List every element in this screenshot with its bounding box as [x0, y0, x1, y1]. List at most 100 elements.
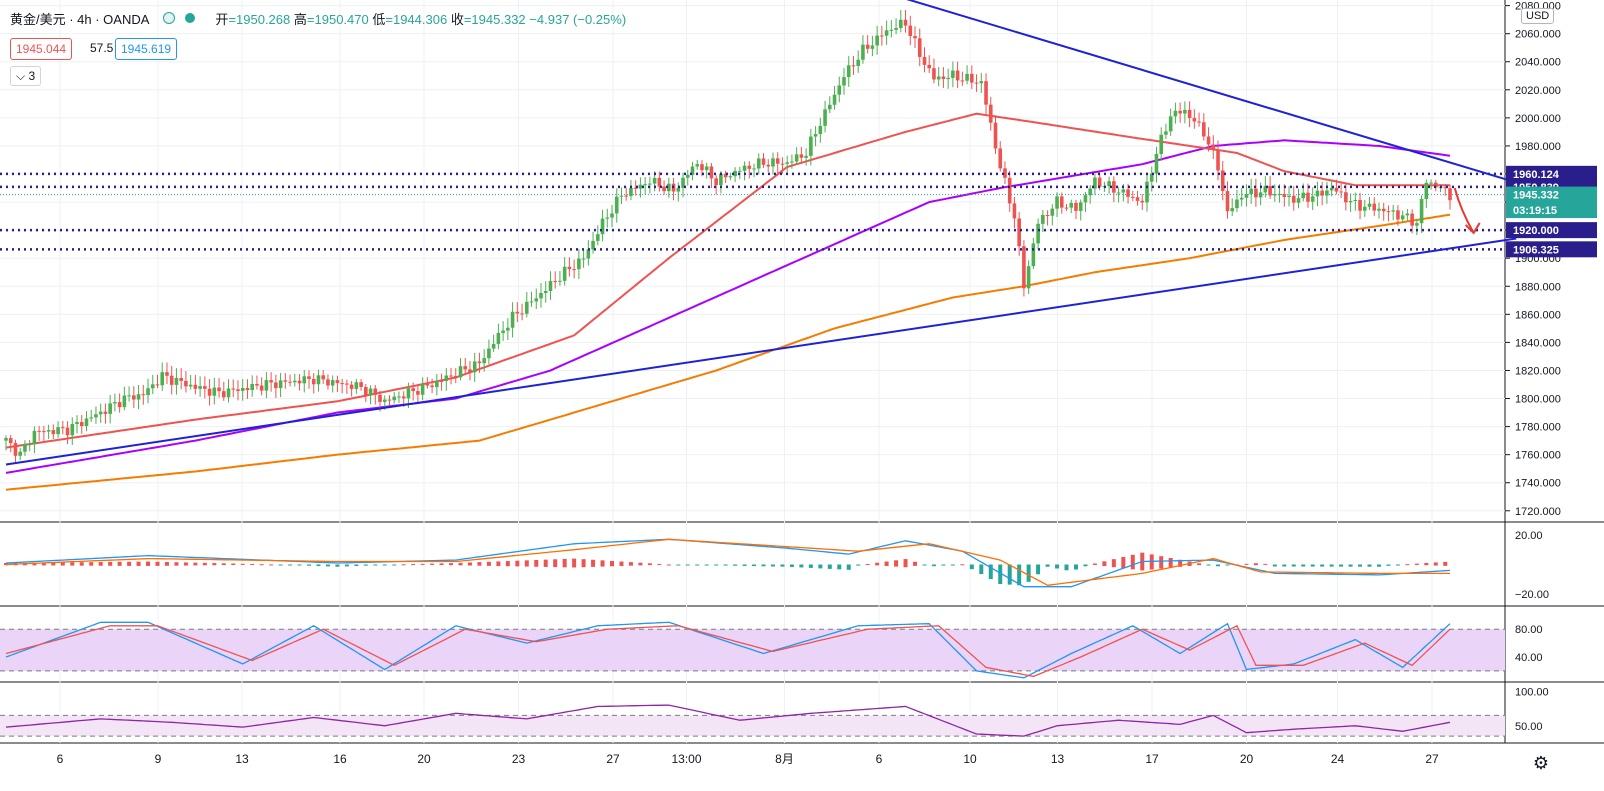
candle-body	[1093, 177, 1097, 189]
gear-icon[interactable]: ⚙	[1532, 753, 1550, 773]
macd-histogram-bar	[988, 564, 993, 580]
candle-body	[742, 165, 747, 171]
macd-histogram-bar	[316, 564, 321, 567]
macd-histogram-bar	[108, 561, 113, 566]
macd-histogram-bar	[524, 560, 529, 567]
candle-body	[941, 76, 946, 80]
time-tick-label: 6	[57, 752, 64, 766]
rsi-pane[interactable]	[0, 704, 1505, 737]
candle-body	[1069, 202, 1074, 208]
buy-button[interactable]: 1945.619	[115, 38, 178, 60]
price-axis[interactable]: 1720.000 1740.000 1760.000 1780.000 1800.000…	[1505, 1, 1597, 733]
macd-histogram-bar	[1168, 557, 1173, 568]
candle-body	[293, 380, 297, 383]
candle-body	[221, 391, 226, 398]
candle-body	[1168, 116, 1173, 132]
candle-body	[690, 166, 695, 175]
candle-body	[84, 418, 89, 427]
candle-body	[1391, 210, 1395, 212]
macd-histogram-bar	[1263, 563, 1268, 565]
candle-body	[1116, 192, 1121, 194]
candle-body	[1344, 192, 1348, 203]
candle-body	[775, 158, 780, 164]
indicators-count: 3	[28, 69, 36, 83]
candle-body	[1377, 208, 1381, 211]
candle-body	[1083, 195, 1088, 203]
candle-body	[633, 187, 638, 189]
main-pane[interactable]	[0, 0, 1517, 491]
symbol-label[interactable]: 黄金/美元 · 4h · OANDA	[10, 11, 150, 27]
ma-slow-line	[5, 213, 1451, 491]
candle-body	[1187, 109, 1192, 119]
macd-histogram-bar	[1159, 556, 1164, 569]
macd-histogram-bar	[1092, 563, 1097, 565]
macd-histogram-bar	[183, 562, 188, 566]
macd-histogram-bar	[875, 562, 880, 566]
price-label-bg	[1506, 241, 1597, 258]
macd-histogram-bar	[647, 563, 652, 566]
macd-histogram-bar	[666, 564, 671, 566]
macd-histogram-bar	[117, 561, 122, 566]
candle-body	[397, 396, 401, 398]
candle-body	[37, 430, 41, 432]
time-tick-label: 16	[333, 752, 347, 766]
macd-histogram-bar	[1282, 564, 1287, 567]
candle-body	[917, 38, 922, 57]
macd-histogram-bar	[742, 564, 747, 566]
macd-histogram-bar	[70, 562, 75, 566]
candle-body	[889, 29, 894, 31]
time-tick-label: 23	[512, 752, 526, 766]
candle-body	[65, 427, 70, 436]
candle-body	[965, 73, 969, 81]
macd-histogram-bar	[761, 564, 766, 567]
candle-body	[430, 385, 434, 388]
stoch-pane[interactable]	[0, 621, 1505, 679]
macd-histogram-bar	[60, 562, 65, 566]
candle-body	[278, 380, 283, 389]
candle-body	[794, 154, 799, 162]
macd-histogram-bar	[998, 564, 1003, 584]
candle-body	[364, 386, 368, 396]
close-value: =1945.332	[463, 11, 526, 27]
sell-button[interactable]: 1945.044	[10, 38, 73, 60]
indicators-toggle[interactable]: ⌵ 3	[10, 66, 42, 86]
candle-body	[856, 59, 860, 66]
candle-body	[1410, 213, 1414, 226]
macd-histogram-bar	[837, 564, 842, 570]
candle-body	[1301, 192, 1306, 199]
macd-histogram-bar	[610, 560, 615, 567]
time-tick-label: 9	[155, 752, 162, 766]
candle-body	[1362, 206, 1367, 211]
macd-pane[interactable]	[4, 538, 1451, 588]
low-label: 低	[372, 11, 386, 27]
candle-body	[477, 361, 482, 364]
candle-body	[269, 380, 273, 383]
high-value: =1950.470	[306, 11, 369, 27]
currency-label[interactable]: USD	[1521, 8, 1555, 24]
candle-body	[846, 65, 851, 78]
candle-body	[1254, 188, 1258, 198]
candle-body	[132, 395, 136, 400]
candle-body	[629, 187, 633, 197]
candle-body	[1329, 187, 1334, 191]
time-axis[interactable]: 6 9 13 16 20 23 27 13:00 8月 6 10 13 17 20 24 27	[57, 752, 1439, 766]
stoch-tick-label: 80.00	[1515, 624, 1543, 636]
macd-histogram-bar	[496, 561, 501, 567]
macd-histogram-bar	[780, 564, 785, 567]
price-label-bg	[1506, 165, 1597, 182]
candle-body	[122, 395, 127, 408]
candle-body	[425, 383, 430, 386]
candle-body	[113, 402, 117, 404]
macd-histogram-bar	[32, 562, 37, 566]
price-tick-label: 1740.000	[1515, 478, 1561, 490]
candle-body	[506, 327, 510, 331]
candle-body	[1112, 181, 1116, 193]
candle-body	[1396, 210, 1400, 220]
candle-body	[373, 388, 378, 395]
candle-body	[501, 330, 505, 334]
macd-histogram-bar	[382, 564, 387, 566]
macd-histogram-bar	[1055, 564, 1060, 569]
candle-body	[458, 366, 463, 378]
candle-body	[463, 366, 468, 370]
